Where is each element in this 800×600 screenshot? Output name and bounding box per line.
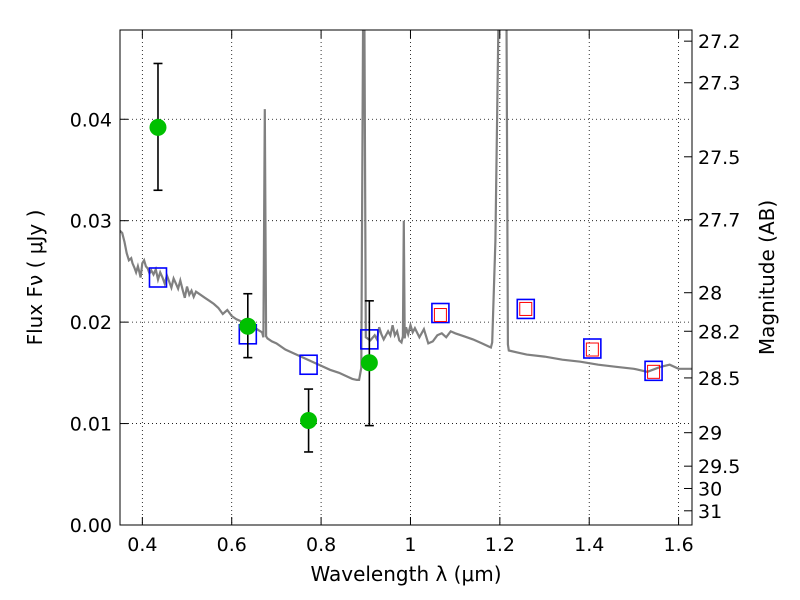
plot-frame [119, 29, 693, 526]
spectrum-line [120, 30, 692, 381]
right-tick-label: 28 [698, 283, 722, 305]
x-tick-label: 1.2 [485, 534, 515, 556]
right-axis-label: Magnitude (AB) [755, 200, 779, 355]
right-tick-label: 27.5 [698, 147, 740, 169]
photometry-markers [148, 62, 663, 453]
model-flux-square [299, 354, 318, 376]
model-flux-square [644, 360, 663, 382]
upper-limit-square [647, 364, 661, 379]
axis-ticks: 0.4 0.6 0.8 1 1.2 1.4 1.6 0.00 0.01 0.02 0.03 0.04 2… [70, 30, 740, 556]
y-tick-label: 0.01 [70, 414, 112, 436]
model-flux-square [583, 338, 602, 359]
observed-flux-point [360, 354, 378, 372]
right-tick-label: 28.2 [698, 321, 740, 343]
observed-flux-point [300, 412, 318, 430]
right-tick-label: 29 [698, 423, 722, 445]
y-axis-label: Flux Fν ( μJy ) [23, 210, 47, 346]
x-axis-label: Wavelength λ (μm) [310, 562, 501, 586]
x-tick-label: 1.4 [574, 534, 604, 556]
right-tick-label: 31 [698, 501, 722, 523]
upper-limit-square [433, 308, 447, 323]
x-tick-label: 0.8 [306, 534, 336, 556]
model-flux-square [516, 298, 536, 320]
right-tick-label: 29.5 [698, 456, 740, 478]
right-tick-label: 27.2 [698, 31, 740, 53]
x-tick-label: 1 [404, 534, 416, 556]
right-tick-label: 28.5 [698, 368, 740, 390]
x-tick-label: 1.6 [663, 534, 693, 556]
observed-flux-point [149, 118, 167, 136]
right-tick-label: 27.7 [698, 210, 740, 232]
y-tick-label: 0.04 [70, 109, 112, 131]
y-tick-label: 0.02 [70, 312, 112, 334]
right-tick-label: 30 [698, 478, 722, 500]
x-tick-label: 0.6 [217, 534, 247, 556]
y-tick-label: 0.00 [70, 515, 112, 537]
model-flux-square [431, 302, 450, 324]
right-tick-label: 27.3 [698, 73, 740, 95]
y-tick-label: 0.03 [70, 211, 112, 233]
x-tick-label: 0.4 [127, 534, 157, 556]
model-flux-square [148, 267, 168, 288]
model-spectrum [120, 30, 692, 381]
upper-limit-square [519, 301, 533, 316]
upper-limit-square [585, 342, 599, 357]
observed-flux-point [239, 317, 257, 335]
grid-lines [120, 30, 692, 526]
